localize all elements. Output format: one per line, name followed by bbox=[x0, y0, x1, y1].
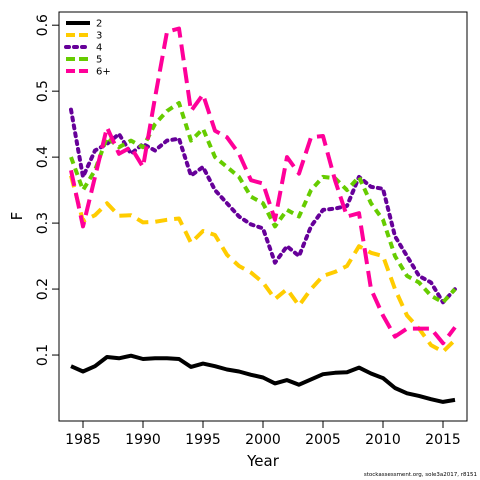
legend-label-4: 5 bbox=[96, 55, 102, 66]
series-line-5 bbox=[69, 26, 457, 346]
x-tick-label: 1985 bbox=[65, 432, 101, 448]
legend-label-1: 2 bbox=[96, 19, 102, 30]
y-tick-label: 0.3 bbox=[35, 212, 51, 234]
x-tick-label: 2000 bbox=[245, 432, 281, 448]
x-tick-label: 1990 bbox=[125, 432, 161, 448]
y-tick-label: 0.1 bbox=[35, 344, 51, 366]
y-tick-label: 0.6 bbox=[35, 14, 51, 36]
x-axis: 1985 1990 1995 2000 2005 2010 2015 bbox=[65, 421, 461, 448]
y-tick-label: 0.2 bbox=[35, 278, 51, 300]
y-tick-label: 0.4 bbox=[35, 146, 51, 168]
y-tick-label: 0.5 bbox=[35, 80, 51, 102]
x-tick-label: 2010 bbox=[365, 432, 401, 448]
x-tick-label: 2015 bbox=[425, 432, 461, 448]
legend-label-5: 6+ bbox=[96, 67, 111, 78]
series-layer bbox=[69, 26, 457, 404]
legend-label-2: 3 bbox=[96, 31, 102, 42]
series-line-4 bbox=[69, 101, 457, 305]
series-line-1 bbox=[70, 353, 456, 404]
series-line-2 bbox=[69, 175, 457, 354]
series-line-3 bbox=[69, 107, 457, 305]
y-axis: 0.1 0.2 0.3 0.4 0.5 0.6 bbox=[35, 14, 59, 366]
legend-label-3: 4 bbox=[96, 43, 102, 54]
y-axis-title: F bbox=[8, 212, 26, 221]
x-tick-label: 1995 bbox=[185, 432, 221, 448]
x-tick-label: 2005 bbox=[305, 432, 341, 448]
footer-note: stockassessment.org, sole3a2017, r8151 bbox=[363, 472, 477, 478]
x-axis-title: Year bbox=[246, 452, 280, 470]
